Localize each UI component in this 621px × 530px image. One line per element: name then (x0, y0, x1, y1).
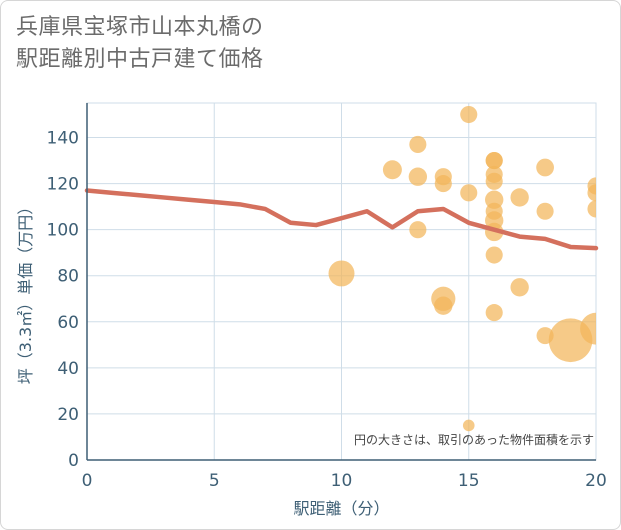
trend-line (84, 188, 599, 251)
tick-labels: 0 5 10 15 20 0 20 40 60 80 100 120 140 (47, 129, 607, 491)
axes (86, 103, 596, 461)
data-point (409, 135, 427, 154)
x-tick-label: 10 (331, 471, 353, 491)
y-tick-label: 80 (57, 267, 79, 287)
data-point (328, 260, 355, 287)
y-tick-label: 140 (47, 129, 79, 149)
data-point (536, 202, 554, 220)
data-point (587, 184, 596, 202)
data-point (460, 184, 478, 202)
y-tick-label: 120 (47, 175, 79, 195)
data-point (460, 105, 478, 124)
chart-title-line-2: 駅距離別中古戸建て価格 (16, 47, 264, 72)
bubbles (328, 105, 596, 432)
data-point (587, 200, 596, 218)
data-point (536, 158, 554, 177)
data-point (485, 172, 503, 190)
x-axis-title: 駅距離（分） (293, 499, 389, 518)
chart-title-line-1: 兵庫県宝塚市山本丸橋の (16, 15, 264, 40)
data-point (408, 167, 428, 186)
data-point (485, 304, 503, 322)
data-point (510, 278, 529, 297)
x-tick-label: 15 (458, 471, 480, 491)
x-tick-label: 0 (82, 471, 93, 491)
grid-lines (86, 102, 597, 461)
data-point (510, 188, 529, 207)
chart-title: 兵庫県宝塚市山本丸橋の 駅距離別中古戸建て価格 (16, 12, 264, 76)
y-tick-label: 20 (57, 405, 79, 425)
data-point (409, 221, 427, 239)
size-note: 円の大きさは、取引のあった物件面積を示す (354, 432, 594, 447)
x-tick-label: 5 (209, 471, 220, 491)
data-point (434, 175, 452, 193)
x-tick-label: 20 (585, 471, 607, 491)
data-point (485, 246, 503, 264)
y-tick-label: 60 (57, 313, 79, 333)
y-axis-title: 坪（3.3㎡）単価（万円） (16, 199, 35, 384)
data-point (580, 312, 596, 345)
trend-line-group (84, 188, 599, 251)
data-point (462, 419, 475, 432)
data-point (434, 296, 453, 315)
y-tick-label: 0 (68, 451, 79, 471)
data-point (382, 160, 402, 180)
data-point (485, 152, 503, 170)
y-tick-label: 100 (47, 221, 79, 241)
y-tick-label: 40 (57, 359, 79, 379)
